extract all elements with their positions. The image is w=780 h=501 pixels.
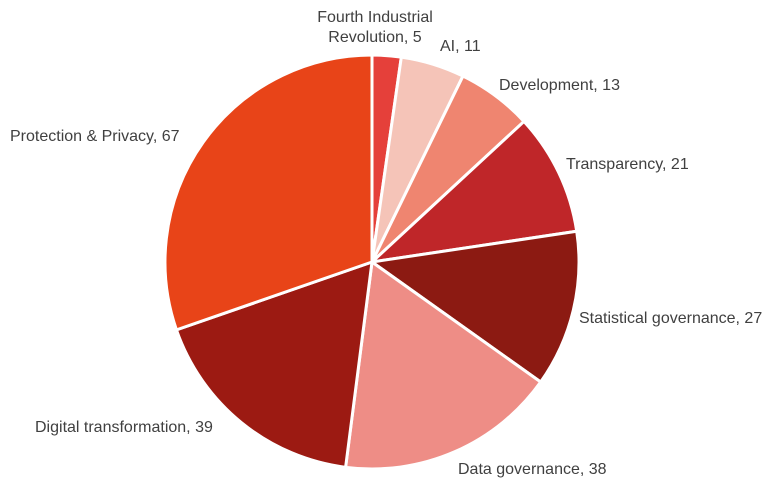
data-label-statistical-governance: Statistical governance, 27 [579,310,762,327]
data-label-line: Revolution, 5 [328,29,421,46]
data-label-line: Protection & Privacy, 67 [10,128,180,145]
pie-slice-protection-privacy [163,53,374,332]
pie-slices [163,53,581,471]
data-label-line: Transparency, 21 [566,156,689,173]
pie-slice-transparency [370,119,579,264]
pie-slice-data-governance [344,260,543,471]
data-label-line: Fourth Industrial [317,9,433,26]
data-label-development: Development, 13 [499,77,620,94]
data-label-protection-privacy: Protection & Privacy, 67 [10,128,180,145]
data-label-ai: AI, 11 [440,38,481,55]
data-label-fourth-industrial-revolution: Fourth Industrial Revolution, 5 [317,9,433,46]
data-label-line: Digital transformation, 39 [35,419,213,436]
data-label-transparency: Transparency, 21 [566,156,689,173]
pie-slice-statistical-governance [370,229,581,384]
pie-data-labels: Fourth Industrial Revolution, 5 AI, 11 Deve… [10,9,762,478]
data-label-data-governance: Data governance, 38 [458,461,607,478]
data-label-line: Development, 13 [499,77,620,94]
data-label-digital-transformation: Digital transformation, 39 [35,419,213,436]
data-label-line: Data governance, 38 [458,461,607,478]
data-label-line: Statistical governance, 27 [579,310,762,327]
data-label-line: AI, 11 [440,38,481,55]
